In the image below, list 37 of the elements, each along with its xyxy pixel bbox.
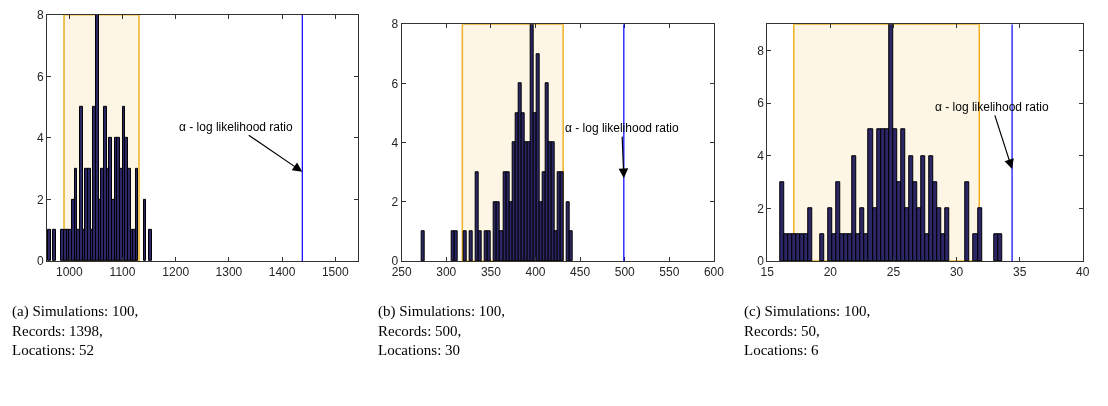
x-tick-label: 500 <box>614 265 636 280</box>
x-tick-label: 15 <box>760 265 775 280</box>
x-tick-label: 350 <box>480 265 502 280</box>
y-tick-label: 8 <box>757 43 765 58</box>
x-tick-label: 600 <box>703 265 725 280</box>
x-tick-label: 1000 <box>55 265 83 280</box>
y-tick-label: 4 <box>757 148 765 163</box>
x-tick-label: 250 <box>391 265 413 280</box>
x-tick-label: 25 <box>886 265 901 280</box>
y-tick-label: 4 <box>36 131 44 146</box>
x-tick-label: 300 <box>436 265 457 280</box>
text: (b) Simulations: 100, Records: 500, Locations: 30 <box>378 303 506 358</box>
y-tick-label: 6 <box>36 69 44 84</box>
annotation: α - log likelihood ratio <box>179 120 293 134</box>
x-tick-label: 450 <box>570 265 591 280</box>
y-tick-label: 6 <box>757 96 765 111</box>
y-tick-label: 0 <box>36 254 44 269</box>
x-tick-label: 20 <box>823 265 838 280</box>
x-tick-label: 550 <box>659 265 680 280</box>
x-tick-label: 1400 <box>268 265 296 280</box>
y-tick-label: 4 <box>391 135 399 150</box>
y-tick-label: 6 <box>391 76 399 91</box>
x-tick-label: 1200 <box>162 265 190 280</box>
y-tick-label: 2 <box>391 195 399 210</box>
x-tick-label: 40 <box>1076 265 1090 280</box>
x-tick-label: 1500 <box>321 265 349 280</box>
x-tick-label: 400 <box>525 265 546 280</box>
y-tick-label: 2 <box>757 201 765 216</box>
x-tick-label: 30 <box>949 265 964 280</box>
x-tick-label: 35 <box>1012 265 1027 280</box>
y-tick-label: 8 <box>391 17 399 32</box>
text: (c) Simulations: 100, Records: 50, Locations: 6 <box>744 303 871 358</box>
x-tick-label: 1300 <box>215 265 243 280</box>
y-tick-label: 8 <box>36 8 44 23</box>
x-tick-label: 1100 <box>109 265 136 280</box>
text: (a) Simulations: 100, Records: 1398, Locations: 52 <box>12 303 139 358</box>
y-tick-label: 2 <box>36 192 44 207</box>
